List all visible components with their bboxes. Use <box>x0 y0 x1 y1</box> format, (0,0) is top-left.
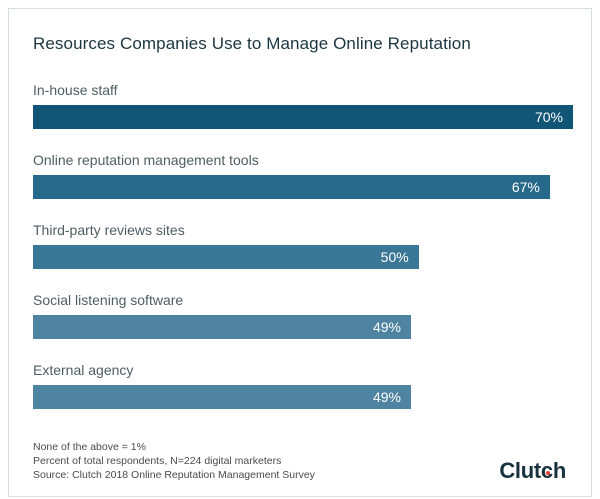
footnotes: None of the above = 1% Percent of total … <box>33 440 315 482</box>
logo-c-glyph: c <box>541 458 553 483</box>
chart-title: Resources Companies Use to Manage Online… <box>33 34 471 53</box>
bar-group: Third-party reviews sites 50% <box>33 221 573 269</box>
bar-value-label: 49% <box>372 389 401 405</box>
logo-text-pre: Clut <box>499 458 541 483</box>
chart-footer: None of the above = 1% Percent of total … <box>33 440 566 482</box>
bar-value-label: 50% <box>380 249 409 265</box>
bar-track: 70% <box>33 105 573 129</box>
bar: 49% <box>33 385 411 409</box>
logo-letter-c: c <box>541 460 553 482</box>
bar-track: 49% <box>33 315 573 339</box>
logo-red-dot-icon <box>545 471 550 475</box>
bar: 50% <box>33 245 419 269</box>
bar-group: Social listening software 49% <box>33 291 573 339</box>
bar-label: External agency <box>33 362 134 378</box>
footnote-source: Source: Clutch 2018 Online Reputation Ma… <box>33 469 315 481</box>
bar-label: Online reputation management tools <box>33 152 259 168</box>
bar-track: 67% <box>33 175 573 199</box>
bar-track: 49% <box>33 385 573 409</box>
bar: 70% <box>33 105 573 129</box>
logo-text-post: h <box>552 458 566 483</box>
bar-group: Online reputation management tools 67% <box>33 151 573 199</box>
bar-value-label: 49% <box>372 319 401 335</box>
bar-label: Social listening software <box>33 292 184 308</box>
bar-chart: In-house staff 70% Online reputation manag… <box>33 81 573 409</box>
footnote-respondents: Percent of total respondents, N=224 digi… <box>33 455 282 467</box>
bar-group: External agency 49% <box>33 361 573 409</box>
bar-value-label: 67% <box>511 179 540 195</box>
bar: 49% <box>33 315 411 339</box>
bar-track: 50% <box>33 245 573 269</box>
clutch-logo: Clutch <box>499 460 566 482</box>
bar-label: In-house staff <box>33 82 118 98</box>
bar-group: In-house staff 70% <box>33 81 573 129</box>
footnote-none-of-above: None of the above = 1% <box>33 441 146 453</box>
chart-card: Resources Companies Use to Manage Online… <box>8 8 592 497</box>
bar-value-label: 70% <box>534 109 563 125</box>
bar-label: Third-party reviews sites <box>33 222 185 238</box>
bar: 67% <box>33 175 550 199</box>
